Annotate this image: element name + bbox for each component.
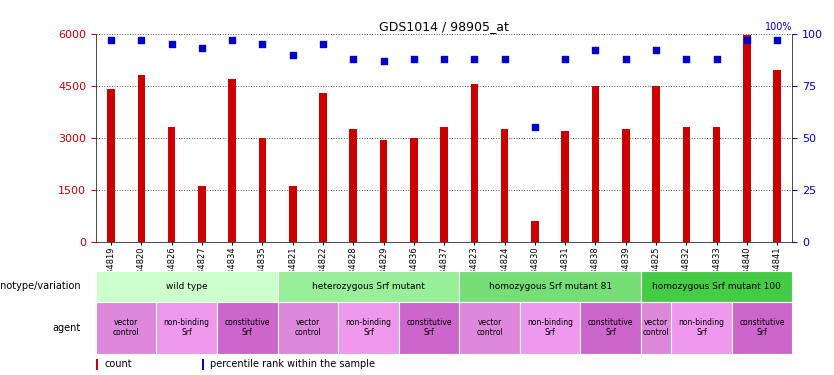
Text: homozygous Srf mutant 100: homozygous Srf mutant 100 (652, 282, 781, 291)
Bar (743, 36, 751, 242)
Point (498, 56, 511, 62)
Bar (96, 302, 157, 354)
Text: constitutive
Srf: constitutive Srf (739, 318, 785, 338)
Bar (168, 128, 175, 242)
Point (225, 37, 239, 43)
Point (104, 37, 118, 43)
Point (407, 56, 420, 62)
Point (286, 52, 299, 58)
Bar (338, 302, 399, 354)
Bar (349, 129, 357, 242)
Bar (531, 221, 539, 242)
Point (619, 56, 632, 62)
Text: genotype/variation: genotype/variation (0, 282, 81, 291)
Bar (96, 271, 278, 302)
Point (650, 47, 663, 53)
Point (528, 124, 541, 130)
Text: heterozygous Srf mutant: heterozygous Srf mutant (312, 282, 425, 291)
Point (468, 56, 481, 62)
Point (195, 45, 208, 51)
Bar (202, 359, 204, 370)
Bar (641, 271, 792, 302)
Point (134, 37, 148, 43)
Bar (460, 271, 641, 302)
Point (680, 56, 693, 62)
Text: constitutive
Srf: constitutive Srf (224, 318, 270, 338)
Bar (259, 138, 266, 242)
Point (741, 37, 754, 43)
Text: vector
control: vector control (643, 318, 670, 338)
Bar (671, 302, 731, 354)
Point (316, 41, 329, 47)
Text: agent: agent (53, 323, 81, 333)
Title: GDS1014 / 98905_at: GDS1014 / 98905_at (379, 20, 509, 33)
Bar (157, 302, 217, 354)
Bar (561, 131, 569, 242)
Point (771, 37, 784, 43)
Bar (520, 302, 580, 354)
Bar (229, 79, 236, 242)
Bar (501, 129, 509, 242)
Bar (460, 302, 520, 354)
Text: non-binding
Srf: non-binding Srf (163, 318, 209, 338)
Bar (96, 359, 98, 370)
Bar (278, 271, 460, 302)
Text: percentile rank within the sample: percentile rank within the sample (210, 359, 375, 369)
Text: vector
control: vector control (294, 318, 321, 338)
Text: count: count (104, 359, 132, 369)
Bar (379, 140, 387, 242)
Text: vector
control: vector control (113, 318, 139, 338)
Bar (198, 186, 206, 242)
Bar (622, 129, 630, 242)
Text: vector
control: vector control (476, 318, 503, 338)
Bar (108, 89, 115, 242)
Bar (470, 84, 478, 242)
Point (710, 56, 723, 62)
Point (377, 58, 390, 64)
Text: constitutive
Srf: constitutive Srf (406, 318, 452, 338)
Bar (217, 302, 278, 354)
Text: 100%: 100% (765, 22, 792, 32)
Point (256, 41, 269, 47)
Bar (319, 93, 327, 242)
Point (437, 56, 450, 62)
Bar (440, 128, 448, 242)
Point (589, 47, 602, 53)
Bar (731, 302, 792, 354)
Bar (682, 128, 690, 242)
Bar (641, 302, 671, 354)
Point (165, 41, 178, 47)
Bar (410, 138, 418, 242)
Bar (652, 86, 660, 242)
Text: non-binding
Srf: non-binding Srf (527, 318, 573, 338)
Text: wild type: wild type (166, 282, 208, 291)
Bar (138, 75, 145, 242)
Point (559, 56, 572, 62)
Bar (399, 302, 460, 354)
Point (347, 56, 360, 62)
Text: non-binding
Srf: non-binding Srf (345, 318, 391, 338)
Bar (591, 86, 600, 242)
Bar (289, 186, 297, 242)
Bar (773, 70, 781, 242)
Text: homozygous Srf mutant 81: homozygous Srf mutant 81 (489, 282, 611, 291)
Bar (278, 302, 338, 354)
Bar (713, 128, 721, 242)
Text: non-binding
Srf: non-binding Srf (679, 318, 725, 338)
Bar (580, 302, 641, 354)
Text: constitutive
Srf: constitutive Srf (588, 318, 633, 338)
